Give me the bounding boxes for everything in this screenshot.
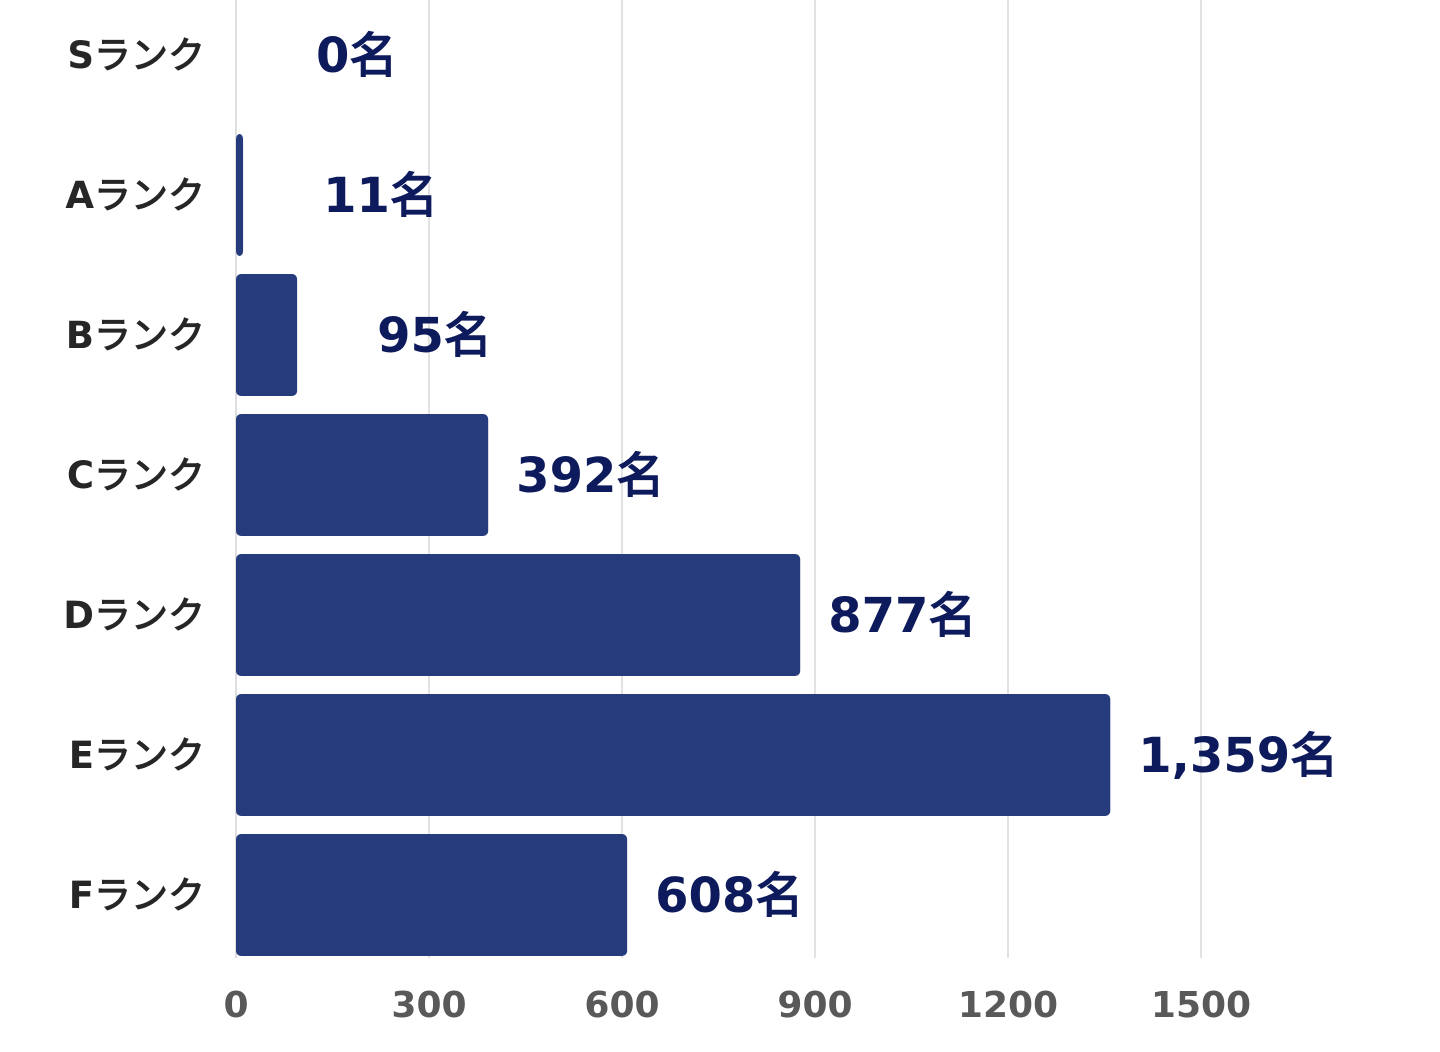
- data-labels: 0名 11名 95名 392名 877名 1,359名 608名: [316, 28, 1338, 924]
- data-label: 877名: [828, 588, 976, 644]
- bar-4: [236, 554, 801, 676]
- category-label: Cランク: [67, 454, 205, 497]
- bar-3: [236, 414, 489, 536]
- x-tick-label: 300: [391, 985, 466, 1026]
- category-label: Eランク: [69, 734, 205, 777]
- bar-5: [236, 694, 1111, 816]
- x-tick-labels: 0 300 600 900 1200 1500: [223, 985, 1251, 1026]
- bar-6: [236, 834, 628, 956]
- category-label: Dランク: [63, 594, 205, 637]
- bars: [236, 134, 1111, 956]
- x-tick-label: 900: [777, 985, 852, 1026]
- data-label: 1,359名: [1138, 728, 1338, 784]
- bar-1: [236, 134, 244, 256]
- x-tick-label: 1200: [958, 985, 1058, 1026]
- category-label: Bランク: [66, 314, 205, 357]
- data-label: 0名: [316, 28, 397, 84]
- category-labels: Sランク Aランク Bランク Cランク Dランク Eランク Fランク: [63, 34, 205, 917]
- data-label: 95名: [377, 308, 492, 364]
- data-label: 608名: [655, 868, 803, 924]
- category-label: Fランク: [69, 874, 205, 917]
- bar-2: [236, 274, 298, 396]
- x-tick-label: 600: [584, 985, 659, 1026]
- data-label: 392名: [516, 448, 664, 504]
- x-tick-label: 1500: [1151, 985, 1251, 1026]
- data-label: 11名: [323, 168, 438, 224]
- x-tick-label: 0: [223, 985, 248, 1026]
- category-label: Sランク: [67, 34, 205, 77]
- category-label: Aランク: [65, 174, 205, 217]
